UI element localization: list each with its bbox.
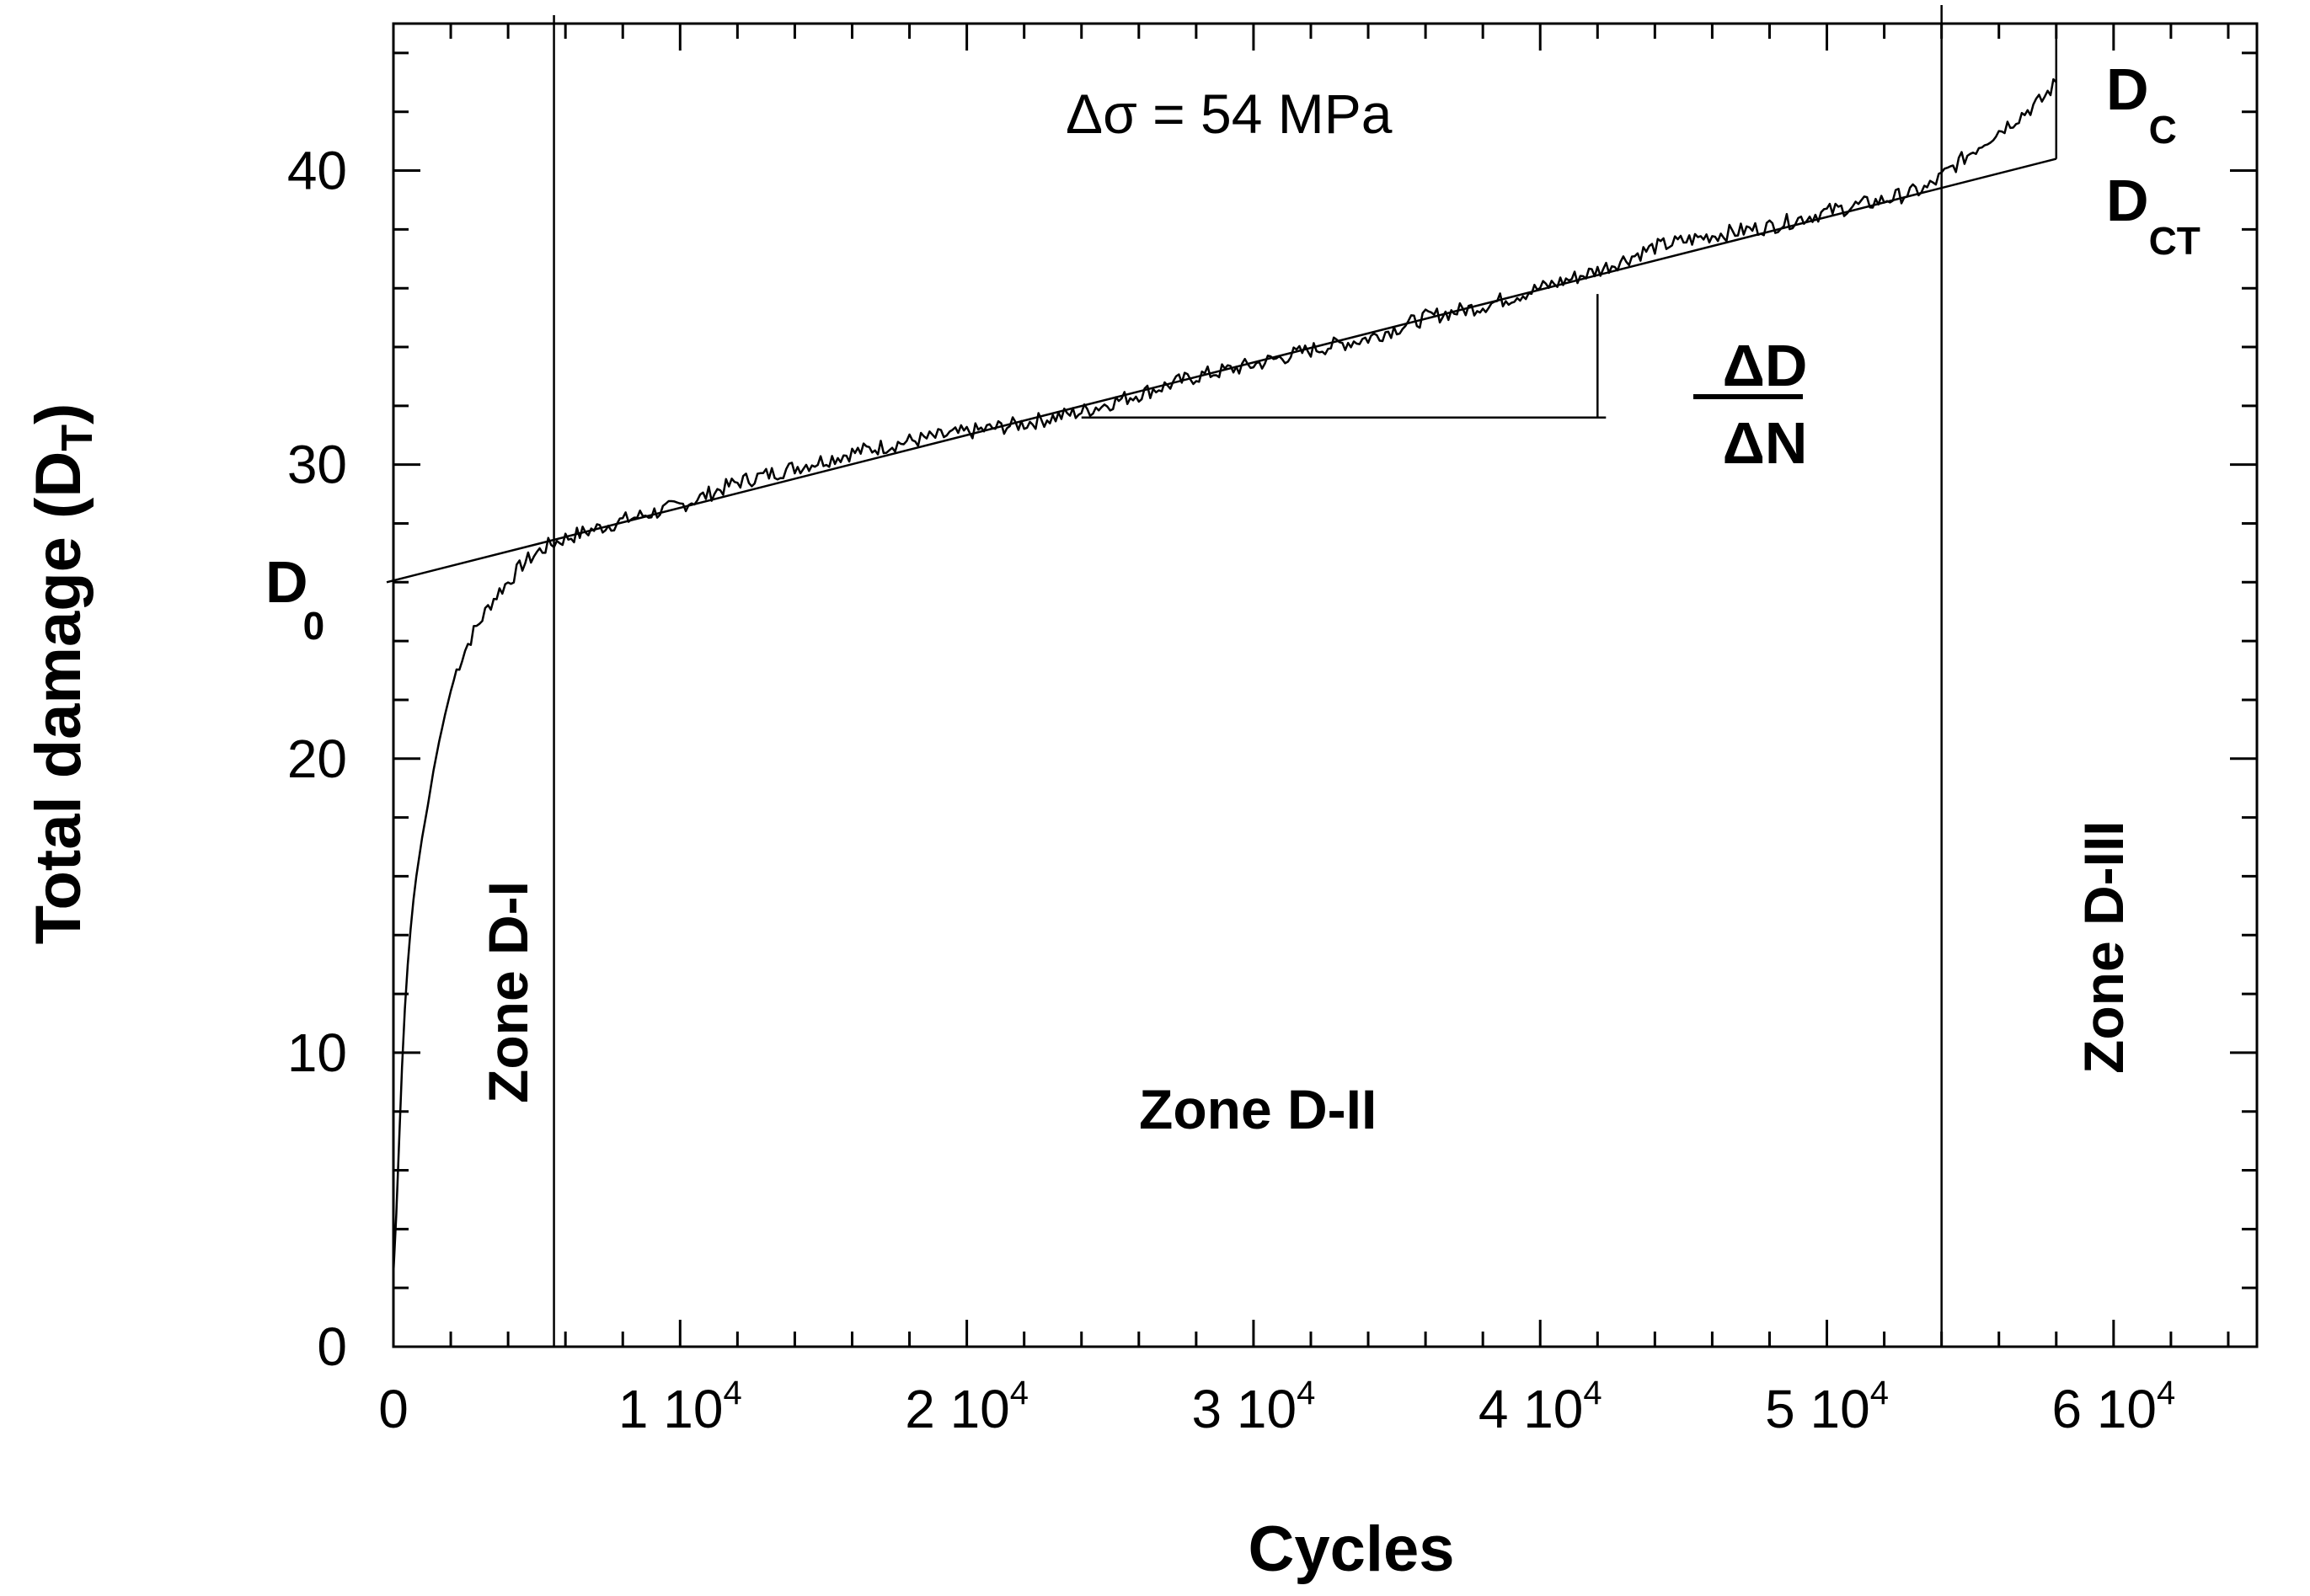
y-tick-label: 20 bbox=[287, 729, 347, 789]
dc-label: DC bbox=[2106, 56, 2177, 152]
axis-ticks bbox=[392, 24, 2257, 1348]
x-tick-label: 3 104 bbox=[1192, 1374, 1316, 1439]
dct-label: DCT bbox=[2106, 168, 2200, 263]
x-tick-label-base: 6 10 bbox=[2051, 1379, 2157, 1439]
x-tick-label-base: 0 bbox=[378, 1379, 409, 1439]
x-tick-label-exponent: 4 bbox=[1870, 1374, 1889, 1412]
y-tick-label: 10 bbox=[287, 1022, 347, 1083]
x-tick-label-exponent: 4 bbox=[1297, 1374, 1315, 1412]
plot-frame bbox=[392, 22, 2259, 1348]
x-tick-label-base: 1 10 bbox=[618, 1379, 724, 1439]
y-tick-label: 40 bbox=[287, 141, 347, 201]
stress-annotation: Δσ = 54 MPa bbox=[1066, 83, 1393, 145]
x-tick-label-exponent: 4 bbox=[2157, 1374, 2175, 1412]
x-tick-label-exponent: 4 bbox=[723, 1374, 741, 1412]
y-axis-title-main: Total damage (D bbox=[23, 451, 94, 945]
slope-denominator: ΔN bbox=[1723, 410, 1808, 476]
slope-numerator: ΔD bbox=[1723, 333, 1808, 398]
x-tick-label: 6 104 bbox=[2051, 1374, 2175, 1439]
x-axis-title: Cycles bbox=[1248, 1513, 1454, 1585]
d0-label-sub: 0 bbox=[303, 604, 325, 648]
d0-label-main: D bbox=[265, 549, 308, 615]
y-axis-title-close: ) bbox=[23, 403, 94, 424]
y-axis-title-subscript: T bbox=[53, 424, 102, 451]
x-tick-label: 1 104 bbox=[618, 1374, 742, 1439]
zone-d2-label: Zone D-II bbox=[1139, 1078, 1377, 1140]
dc-label-sub: C bbox=[2149, 108, 2177, 152]
x-tick-label: 0 bbox=[378, 1379, 409, 1439]
y-axis-title: Total damage (DT) bbox=[23, 403, 102, 945]
x-tick-label-base: 2 10 bbox=[905, 1379, 1010, 1439]
zone-d1-label: Zone D-I bbox=[477, 881, 539, 1103]
y-tick-label: 30 bbox=[287, 435, 347, 495]
x-tick-label-exponent: 4 bbox=[1010, 1374, 1029, 1412]
zone-d3-label: Zone D-III bbox=[2072, 820, 2135, 1074]
y-tick-label: 0 bbox=[317, 1316, 347, 1377]
x-tick-label: 5 104 bbox=[1765, 1374, 1889, 1439]
x-tick-label: 2 104 bbox=[905, 1374, 1029, 1439]
x-tick-label: 4 104 bbox=[1479, 1374, 1602, 1439]
x-tick-label-base: 3 10 bbox=[1192, 1379, 1297, 1439]
x-tick-label-base: 4 10 bbox=[1479, 1379, 1584, 1439]
x-tick-label-exponent: 4 bbox=[1583, 1374, 1601, 1412]
x-tick-label-base: 5 10 bbox=[1765, 1379, 1870, 1439]
series-line-total-damage bbox=[392, 77, 2057, 1273]
dct-label-main: D bbox=[2106, 168, 2149, 233]
dc-label-main: D bbox=[2106, 56, 2149, 122]
dct-label-sub: CT bbox=[2149, 219, 2200, 263]
